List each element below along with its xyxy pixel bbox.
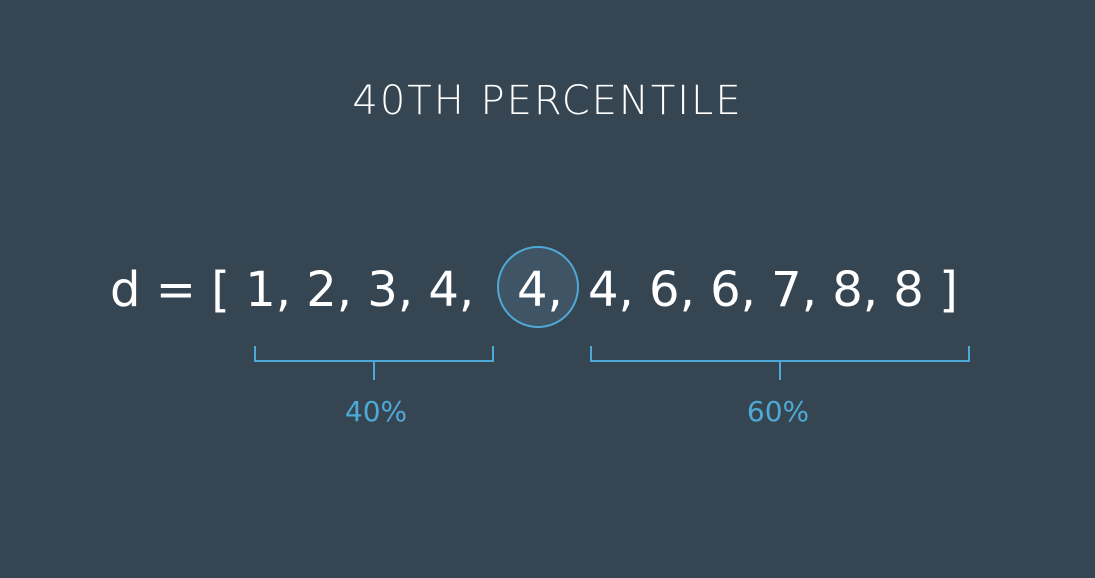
right-bracket-tick — [779, 362, 781, 380]
left-bracket — [254, 346, 494, 362]
highlight-circle — [497, 246, 579, 328]
right-bracket — [590, 346, 970, 362]
right-percent-label: 60% — [746, 395, 810, 428]
left-percent-label: 40% — [344, 395, 408, 428]
expression-highlight: 4, — [517, 262, 563, 318]
expression-prefix: d = [ 1, 2, 3, 4, — [110, 262, 475, 318]
page-title: 40TH PERCENTILE — [352, 78, 743, 124]
expression-suffix: 4, 6, 6, 7, 8, 8 ] — [588, 262, 958, 318]
left-bracket-tick — [373, 362, 375, 380]
